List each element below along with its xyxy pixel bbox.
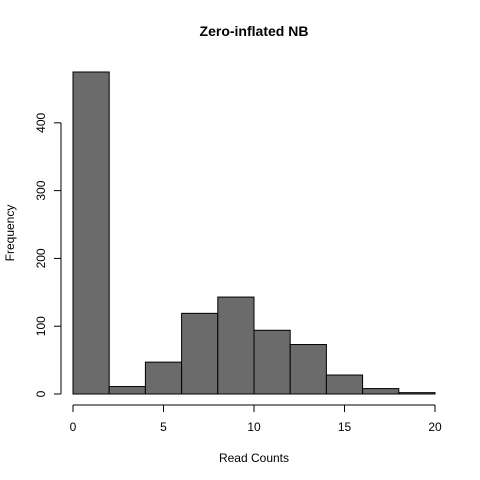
x-tick-label: 0 (70, 420, 77, 434)
histogram-bar (181, 312, 219, 395)
x-axis-label: Read Counts (219, 451, 289, 465)
histogram-bar (253, 329, 291, 395)
x-tick-label: 15 (338, 420, 352, 434)
y-axis: 0 100 200 300 400 (34, 113, 62, 397)
y-tick-label: 100 (34, 316, 48, 336)
y-tick-label: 200 (34, 248, 48, 268)
y-tick-label: 0 (34, 390, 48, 397)
histogram-bar (398, 392, 436, 395)
x-tick-label: 5 (160, 420, 167, 434)
histogram-bar (72, 71, 110, 395)
x-tick-label: 10 (247, 420, 261, 434)
y-tick-label: 300 (34, 180, 48, 200)
histogram-bar (144, 361, 183, 395)
x-axis: 0 5 10 15 20 (70, 404, 442, 434)
histogram-bar (362, 388, 400, 395)
histogram-bar (217, 296, 255, 395)
histogram-bar (108, 386, 146, 395)
x-tick-label: 20 (428, 420, 442, 434)
chart-title: Zero-inflated NB (200, 23, 309, 39)
bars-group (72, 71, 436, 395)
histogram-bar (289, 344, 327, 395)
y-axis-label: Frequency (3, 205, 17, 262)
y-tick-label: 400 (34, 113, 48, 133)
histogram-bar (325, 374, 364, 395)
